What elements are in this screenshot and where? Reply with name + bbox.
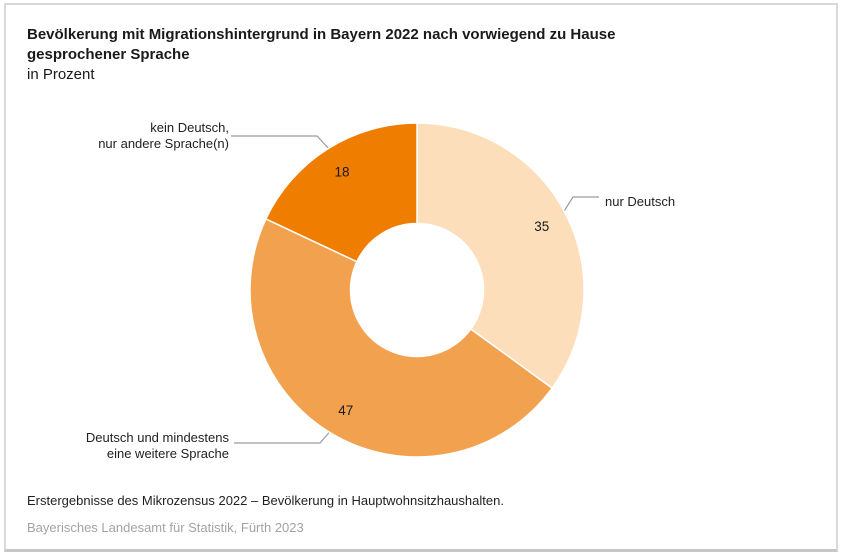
value-label-kein-deutsch: 18 bbox=[334, 164, 349, 179]
title-block: Bevölkerung mit Migrationshintergrund in… bbox=[27, 25, 797, 85]
chart-title: Bevölkerung mit Migrationshintergrund in… bbox=[27, 26, 616, 63]
source-note: Erstergebnisse des Mikrozensus 2022 – Be… bbox=[27, 493, 504, 508]
leader-lines bbox=[231, 135, 599, 444]
donut-slices bbox=[249, 122, 585, 458]
callout-label-nur-deutsch: nur Deutsch bbox=[605, 194, 676, 209]
value-label-deutsch-und-weitere: 47 bbox=[338, 403, 353, 418]
leader-line-deutsch-und-weitere bbox=[234, 427, 334, 444]
leader-line-kein-deutsch bbox=[231, 135, 330, 150]
publisher-note: Bayerisches Landesamt für Statistik, Für… bbox=[27, 520, 304, 535]
slice-deutsch-und-weitere bbox=[249, 217, 554, 458]
callout-label-deutsch-und-weitere: Deutsch und mindestens eine weitere Spra… bbox=[85, 430, 229, 461]
value-label-nur-deutsch: 35 bbox=[534, 219, 549, 234]
leader-line-nur-deutsch bbox=[560, 196, 599, 217]
chart-subtitle: in Prozent bbox=[27, 66, 95, 83]
value-labels: 35 47 18 bbox=[334, 164, 549, 418]
slice-nur-deutsch bbox=[416, 122, 585, 390]
slice-kein-deutsch bbox=[264, 122, 418, 263]
callout-label-kein-deutsch: kein Deutsch, nur andere Sprache(n) bbox=[98, 120, 229, 151]
